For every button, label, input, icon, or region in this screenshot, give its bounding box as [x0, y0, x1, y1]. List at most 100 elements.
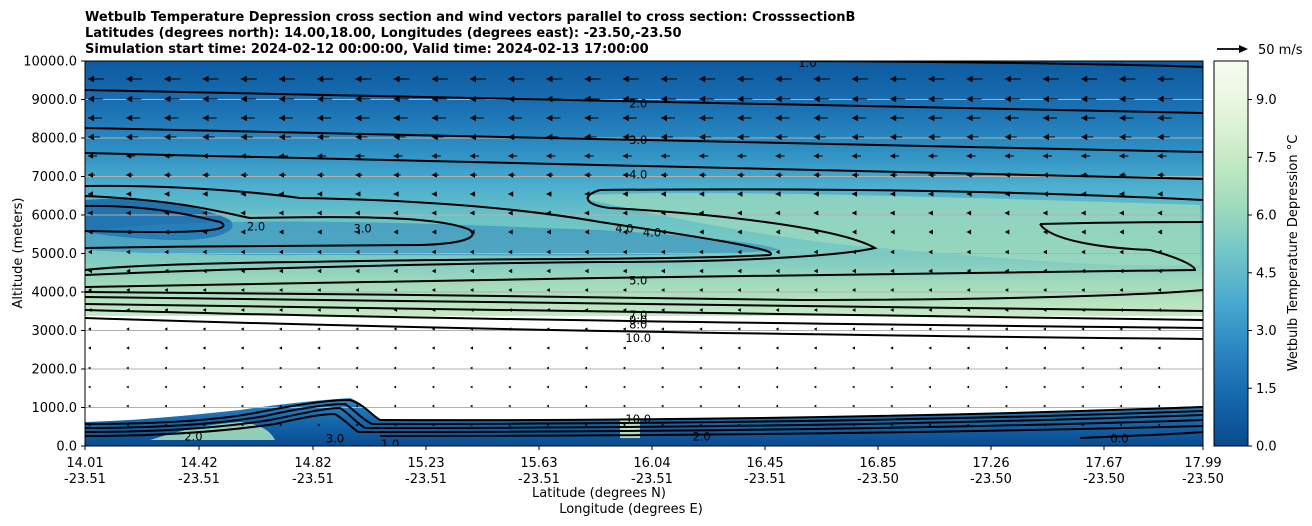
wind-vector: [88, 268, 92, 274]
wind-vector: [852, 268, 856, 274]
wind-vector: [1081, 385, 1084, 389]
wind-vector: [508, 210, 513, 216]
x-tick-label-lon: -23.51: [518, 472, 560, 487]
wind-vector: [775, 268, 780, 274]
wind-vector: [279, 366, 282, 370]
wind-vector: [240, 385, 244, 389]
wind-vector: [584, 327, 588, 331]
wind-vector: [661, 308, 665, 312]
title-line-1: Wetbulb Temperature Depression cross sec…: [85, 10, 855, 25]
colorbar-tick-label: 3.0: [1256, 324, 1277, 339]
contour-line-22: [371, 410, 1203, 425]
wind-vector: [470, 75, 486, 83]
wind-vector: [88, 327, 91, 331]
wind-vector: [737, 327, 741, 331]
wind-vector: [1043, 308, 1047, 312]
wind-vector: [240, 75, 257, 83]
wind-vector: [661, 327, 664, 331]
wind-vector: [470, 404, 473, 408]
wind-vector: [240, 191, 246, 197]
wind-vector: [202, 423, 206, 427]
contour-label: 4.0: [615, 221, 633, 235]
y-tick-label: 6000.0: [32, 209, 78, 224]
wind-vector: [279, 346, 282, 350]
contour-label: 2.0: [692, 429, 710, 443]
wind-vector: [1157, 249, 1162, 255]
wind-vector: [661, 114, 675, 122]
wind-vector: [1157, 229, 1163, 235]
wind-vector: [470, 172, 477, 178]
wind-vector: [88, 75, 104, 83]
wind-vector: [546, 423, 549, 427]
wind-vector: [1004, 153, 1014, 159]
wind-vector: [813, 346, 817, 350]
wind-vector: [737, 346, 741, 350]
wind-vector: [164, 95, 180, 103]
wind-vector: [890, 385, 893, 389]
vector-key-arrowhead: [1239, 45, 1248, 53]
wind-vector: [890, 423, 893, 427]
wind-vector: [622, 404, 626, 408]
wind-vector: [202, 191, 208, 197]
wind-vector: [928, 153, 938, 159]
wind-vector: [775, 308, 780, 312]
wind-vector: [1004, 133, 1017, 141]
contour-label: 4.0: [643, 225, 661, 239]
wind-vector: [546, 346, 550, 350]
wind-vector: [1004, 268, 1009, 274]
wind-vector: [1081, 366, 1084, 370]
wind-vector: [317, 268, 322, 274]
wind-vector: [622, 366, 626, 370]
wind-vector: [966, 229, 972, 235]
wind-vector: [622, 229, 628, 235]
wind-vector: [126, 210, 131, 216]
wind-vector: [966, 114, 981, 122]
wind-vector: [966, 404, 970, 408]
wind-vector: [775, 210, 781, 216]
wind-vector: [622, 133, 635, 141]
wind-vector: [1157, 133, 1170, 141]
contour-label: 2.0: [629, 96, 647, 110]
wind-vector: [546, 385, 549, 389]
wind-vector: [1157, 385, 1161, 389]
wind-vector: [164, 327, 168, 331]
wind-vector: [661, 249, 665, 255]
wind-vector: [470, 346, 473, 350]
wind-vector: [240, 229, 246, 235]
wind-vector: [393, 404, 397, 408]
contour-label: 3.0: [629, 133, 647, 147]
wind-vector: [393, 95, 409, 103]
wind-vector: [164, 229, 169, 235]
colorbar-tick-label: 7.5: [1256, 151, 1277, 166]
wind-vector: [317, 133, 330, 141]
wind-vector: [622, 385, 626, 389]
wind-vector: [240, 210, 246, 216]
colorbar-tick-label: 9.0: [1256, 93, 1277, 108]
wind-vector: [164, 114, 179, 122]
y-axis-label: Altitude (meters): [11, 198, 26, 309]
wind-vector: [202, 327, 206, 331]
wind-vector: [1043, 268, 1047, 274]
wind-vector: [1119, 95, 1135, 103]
wind-vector: [546, 114, 561, 122]
wind-vector: [775, 327, 779, 331]
contour-label: 3.0: [353, 221, 371, 235]
wind-vector: [126, 346, 130, 350]
wind-vector: [126, 288, 130, 292]
wind-vector: [431, 385, 435, 389]
wind-vector: [928, 308, 932, 312]
wind-vector: [966, 210, 972, 216]
wind-vector: [317, 385, 320, 389]
wind-vector: [508, 327, 512, 331]
wind-vector: [622, 114, 637, 122]
wind-vector: [890, 346, 894, 350]
contour-label: 9.0: [629, 313, 647, 327]
wind-vector: [393, 153, 403, 159]
wind-vector: [622, 75, 639, 83]
wind-vector: [1119, 268, 1124, 274]
wind-vector: [1119, 346, 1123, 350]
colorbar-ticks: 0.0 1.5 3.0 4.5 6.0 7.5 9.0: [1248, 93, 1277, 455]
wind-vector: [164, 346, 168, 350]
wind-vector: [775, 95, 791, 103]
wind-vector: [355, 210, 360, 216]
